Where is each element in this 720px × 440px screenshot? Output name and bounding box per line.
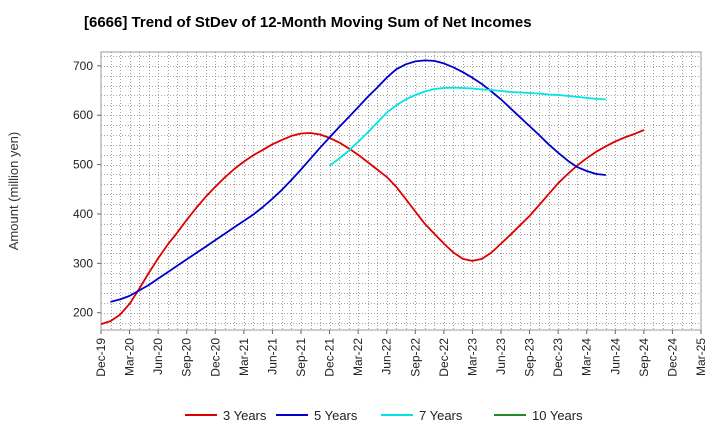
- y-tick-label: 700: [73, 59, 93, 73]
- x-tick-label: Mar-25: [694, 338, 708, 376]
- x-tick-label: Jun-20: [151, 338, 165, 375]
- plot-area: [100, 51, 702, 331]
- x-tick-label: Jun-23: [494, 338, 508, 375]
- x-tick-label: Sep-22: [408, 338, 422, 377]
- y-tick-label: 400: [73, 207, 93, 221]
- x-tick-label: Mar-22: [351, 338, 365, 376]
- x-tick-label: Dec-22: [437, 338, 451, 377]
- x-tick-label: Dec-24: [665, 338, 679, 377]
- x-tick-label: Mar-23: [465, 338, 479, 376]
- y-tick-label: 600: [73, 108, 93, 122]
- y-tick-label: 500: [73, 158, 93, 172]
- x-tick-label: Jun-24: [608, 338, 622, 375]
- series-line-5-years: [110, 59, 606, 303]
- chart-title: [6666] Trend of StDev of 12-Month Moving…: [84, 14, 532, 31]
- legend-label: 5 Years: [314, 408, 358, 423]
- legend-label: 10 Years: [532, 408, 583, 423]
- x-tick-label: Mar-24: [580, 338, 594, 376]
- legend-label: 7 Years: [419, 408, 463, 423]
- x-tick-label: Dec-20: [208, 338, 222, 377]
- series-line-7-years: [329, 86, 606, 167]
- x-tick-label: Mar-21: [237, 338, 251, 376]
- y-tick-label: 300: [73, 256, 93, 270]
- y-axis-label: Amount (million yen): [6, 132, 21, 251]
- x-tick-label: Dec-23: [551, 338, 565, 377]
- y-tick-label: 200: [73, 306, 93, 320]
- legend-label: 3 Years: [223, 408, 267, 423]
- x-tick-label: Dec-21: [323, 338, 337, 377]
- x-tick-label: Jun-22: [380, 338, 394, 375]
- x-tick-label: Jun-21: [265, 338, 279, 375]
- x-tick-label: Dec-19: [94, 338, 108, 377]
- x-tick-label: Sep-20: [180, 338, 194, 377]
- x-tick-label: Sep-21: [294, 338, 308, 377]
- x-tick-label: Sep-23: [523, 338, 537, 377]
- x-tick-label: Sep-24: [637, 338, 651, 377]
- series-line-3-years: [100, 129, 645, 325]
- x-tick-label: Mar-20: [123, 338, 137, 376]
